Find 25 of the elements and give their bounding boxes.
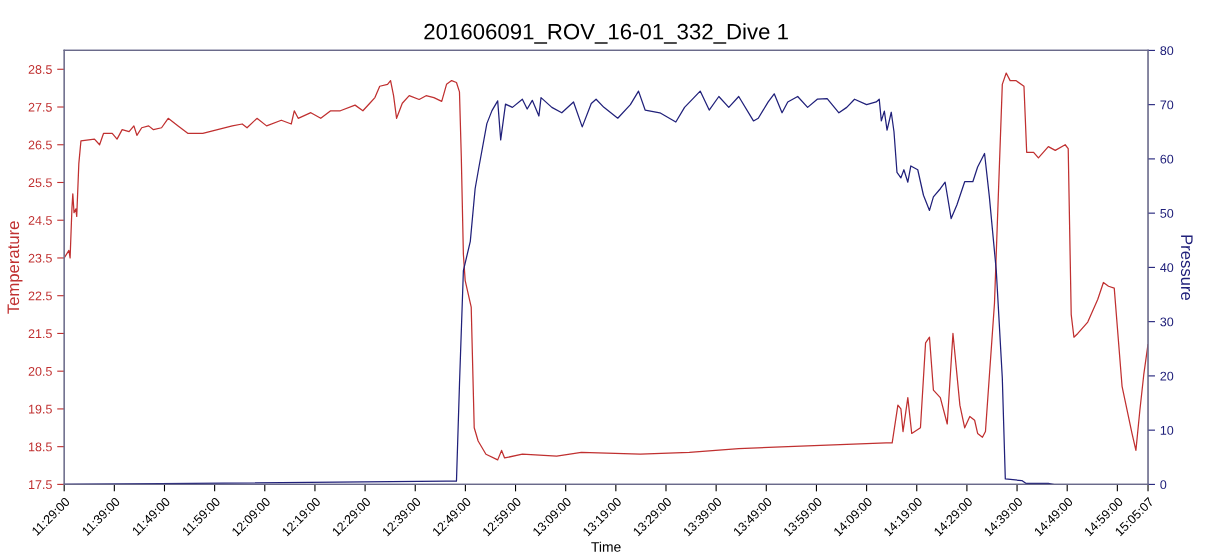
chart-title: 201606091_ROV_16-01_332_Dive 1 <box>424 23 788 44</box>
y2-axis-title: Pressure <box>1180 235 1193 301</box>
y-tick-label: 22.5 <box>28 291 52 301</box>
y-tick-label: 27.5 <box>28 102 52 112</box>
y2-tick-label: 50 <box>1160 208 1174 218</box>
y-axis-title: Temperature <box>7 221 23 314</box>
y2-tick-label: 80 <box>1160 46 1174 56</box>
y2-tick-label: 20 <box>1160 371 1174 381</box>
y2-tick-label: 10 <box>1160 425 1174 435</box>
x-axis-title: Time <box>591 541 621 552</box>
y-tick-label: 17.5 <box>29 480 52 490</box>
y-tick-label: 20.5 <box>28 366 52 376</box>
y-tick-label: 21.5 <box>28 329 52 339</box>
y2-tick-label: 70 <box>1160 100 1174 110</box>
y-tick-label: 28.5 <box>28 65 52 74</box>
y-tick-label: 24.5 <box>28 216 52 225</box>
y-tick-label: 18.5 <box>29 442 52 452</box>
y-tick-label: 25.5 <box>28 178 52 188</box>
y2-tick-label: 40 <box>1160 263 1174 273</box>
y2-tick-label: 0 <box>1160 480 1167 490</box>
y-tick-label: 23.5 <box>28 253 52 263</box>
y2-tick-label: 30 <box>1160 317 1174 327</box>
y-tick-label: 19.5 <box>29 404 52 414</box>
y-tick-label: 26.5 <box>28 140 52 150</box>
y2-tick-label: 60 <box>1160 154 1174 164</box>
